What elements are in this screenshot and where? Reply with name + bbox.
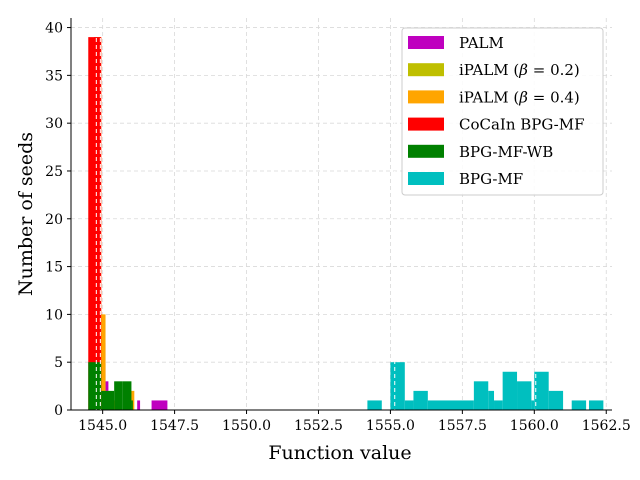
legend-entry-4: BPG-MF-WB — [408, 143, 553, 161]
legend-label-0: PALM — [459, 34, 504, 52]
bar-s5-12 — [548, 390, 564, 410]
bar-s5-4 — [427, 400, 474, 410]
y-tick-label-3: 15 — [45, 260, 63, 276]
y-axis-label: Number of seeds — [15, 132, 37, 296]
y-tick-label-1: 5 — [54, 355, 63, 371]
legend-swatch-0 — [408, 36, 444, 49]
x-tick-label-1: 1547.5 — [150, 418, 199, 434]
y-tick-label-6: 30 — [45, 116, 63, 132]
legend-frame — [401, 27, 604, 196]
legend: PALM iPALM (β = 0.2) iPALM (β = 0.4) CoCaIn… — [401, 27, 604, 196]
legend-entry-3: CoCaIn BPG-MF — [408, 116, 585, 134]
x-axis-label: Function value — [268, 442, 411, 464]
bar-s0-4 — [137, 400, 141, 410]
bar-s4-1 — [101, 390, 115, 410]
bar-s5-14 — [588, 400, 604, 410]
bar-s5-7 — [494, 400, 503, 410]
series-4 — [88, 362, 133, 410]
bar-s5-10 — [531, 400, 535, 410]
y-tick-label-7: 35 — [45, 68, 63, 84]
legend-entry-1: iPALM (β = 0.2) — [408, 61, 580, 79]
bar-s5-0 — [367, 400, 382, 410]
x-tick-label-5: 1557.5 — [438, 418, 487, 434]
y-ticks: 0 5 10 15 20 25 30 35 40 — [45, 21, 71, 419]
bar-s5-2 — [404, 400, 414, 410]
bar-s2-1 — [101, 314, 106, 410]
legend-entry-2: iPALM (β = 0.4) — [408, 88, 580, 106]
x-ticks: 1545.0 1547.5 1550.0 1552.5 1555.0 1557.5 1560… — [78, 410, 631, 434]
bar-s5-11 — [534, 371, 549, 410]
bar-s5-13 — [571, 400, 587, 410]
bar-s5-9 — [517, 381, 532, 410]
x-tick-label-3: 1552.5 — [294, 418, 343, 434]
bar-s4-4 — [131, 400, 133, 410]
x-tick-label-2: 1550.0 — [222, 418, 271, 434]
x-tick-label-6: 1560.0 — [510, 418, 559, 434]
legend-entry-5: BPG-MF — [408, 170, 523, 188]
legend-swatch-3 — [408, 117, 444, 131]
bar-s5-8 — [502, 371, 518, 410]
series-5 — [367, 362, 604, 410]
axes — [70, 18, 612, 411]
legend-swatch-4 — [408, 144, 444, 158]
x-tick-label-4: 1555.0 — [366, 418, 415, 434]
legend-label-5: BPG-MF — [459, 170, 523, 188]
series-3 — [88, 37, 102, 411]
bar-s3-0 — [88, 37, 102, 411]
bar-s5-5 — [473, 381, 489, 410]
x-tick-label-7: 1562.5 — [582, 418, 631, 434]
y-tick-label-4: 20 — [45, 212, 63, 228]
bar-s4-3 — [122, 381, 132, 410]
y-tick-label-0: 0 — [54, 403, 63, 419]
legend-swatch-2 — [408, 90, 444, 104]
legend-swatch-1 — [408, 63, 444, 77]
legend-label-1: iPALM (β = 0.2) — [459, 61, 580, 79]
legend-label-4: BPG-MF-WB — [459, 143, 553, 161]
y-tick-label-8: 40 — [45, 21, 63, 37]
x-tick-label-0: 1545.0 — [78, 418, 127, 434]
legend-label-3: CoCaIn BPG-MF — [459, 116, 585, 134]
bar-s5-1 — [390, 362, 405, 410]
y-tick-label-5: 25 — [45, 164, 63, 180]
bar-s4-2 — [114, 381, 123, 410]
bar-s5-3 — [413, 390, 428, 410]
bar-s5-6 — [488, 390, 495, 410]
legend-label-2: iPALM (β = 0.4) — [459, 88, 580, 106]
legend-entry-0: PALM — [408, 34, 504, 52]
median-lines — [95, 38, 537, 410]
bar-s4-0 — [88, 362, 102, 410]
legend-swatch-5 — [408, 172, 444, 185]
bar-s0-5 — [151, 400, 168, 410]
y-tick-label-2: 10 — [45, 307, 63, 323]
